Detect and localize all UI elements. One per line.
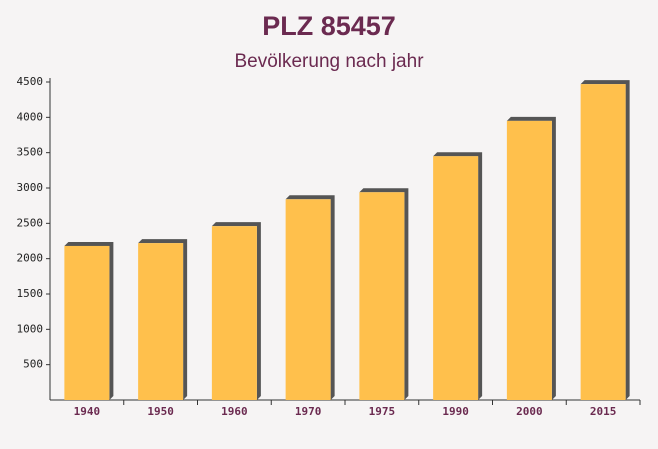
chart-title: PLZ 85457: [262, 11, 396, 41]
bar: [359, 192, 405, 400]
x-tick-label: 2000: [516, 405, 543, 418]
y-tick-label: 3500: [17, 146, 44, 159]
bar: [580, 84, 626, 401]
x-tick-label: 2015: [590, 405, 617, 418]
y-tick-label: 1500: [17, 287, 44, 300]
y-tick-label: 2000: [17, 252, 44, 265]
x-tick-label: 1970: [295, 405, 322, 418]
y-tick-label: 2500: [17, 216, 44, 229]
x-tick-label: 1990: [442, 405, 469, 418]
bar: [506, 120, 552, 400]
x-tick-label: 1940: [74, 405, 101, 418]
y-tick-label: 4500: [17, 75, 44, 88]
bar: [211, 226, 257, 400]
y-tick-label: 3000: [17, 181, 44, 194]
bar: [285, 199, 331, 400]
bar: [433, 156, 479, 400]
x-tick-label: 1960: [221, 405, 248, 418]
y-tick-label: 500: [23, 358, 43, 371]
y-tick-label: 4000: [17, 110, 44, 123]
chart-subtitle: Bevölkerung nach jahr: [234, 51, 424, 72]
bar: [138, 243, 184, 400]
x-tick-label: 1975: [369, 405, 396, 418]
x-tick-label: 1950: [147, 405, 174, 418]
bar: [64, 245, 110, 400]
y-tick-label: 1000: [17, 322, 44, 335]
